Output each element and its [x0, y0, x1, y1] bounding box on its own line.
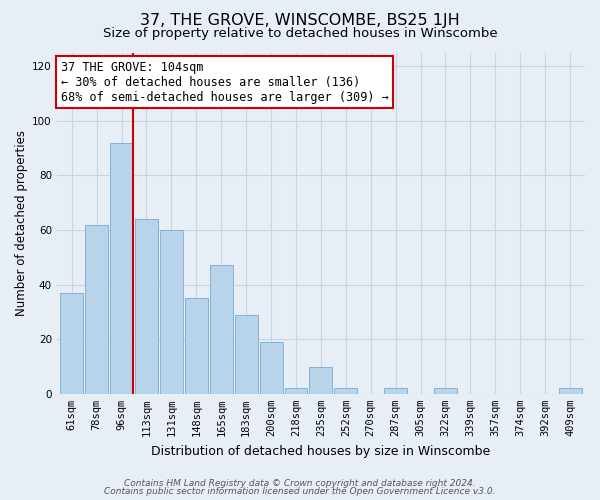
Text: Size of property relative to detached houses in Winscombe: Size of property relative to detached ho… [103, 28, 497, 40]
Bar [110, 142, 133, 394]
Bar [384, 388, 407, 394]
Text: 37 THE GROVE: 104sqm
← 30% of detached houses are smaller (136)
68% of semi-deta: 37 THE GROVE: 104sqm ← 30% of detached h… [61, 60, 388, 104]
Bar [160, 230, 183, 394]
Bar [85, 224, 108, 394]
Bar [284, 388, 307, 394]
Bar [434, 388, 457, 394]
Bar [185, 298, 208, 394]
X-axis label: Distribution of detached houses by size in Winscombe: Distribution of detached houses by size … [151, 444, 491, 458]
Bar [559, 388, 581, 394]
Text: Contains public sector information licensed under the Open Government Licence v3: Contains public sector information licen… [104, 487, 496, 496]
Y-axis label: Number of detached properties: Number of detached properties [15, 130, 28, 316]
Bar [334, 388, 357, 394]
Text: 37, THE GROVE, WINSCOMBE, BS25 1JH: 37, THE GROVE, WINSCOMBE, BS25 1JH [140, 12, 460, 28]
Text: Contains HM Land Registry data © Crown copyright and database right 2024.: Contains HM Land Registry data © Crown c… [124, 478, 476, 488]
Bar [135, 219, 158, 394]
Bar [210, 266, 233, 394]
Bar [260, 342, 283, 394]
Bar [60, 293, 83, 394]
Bar [235, 314, 257, 394]
Bar [310, 366, 332, 394]
